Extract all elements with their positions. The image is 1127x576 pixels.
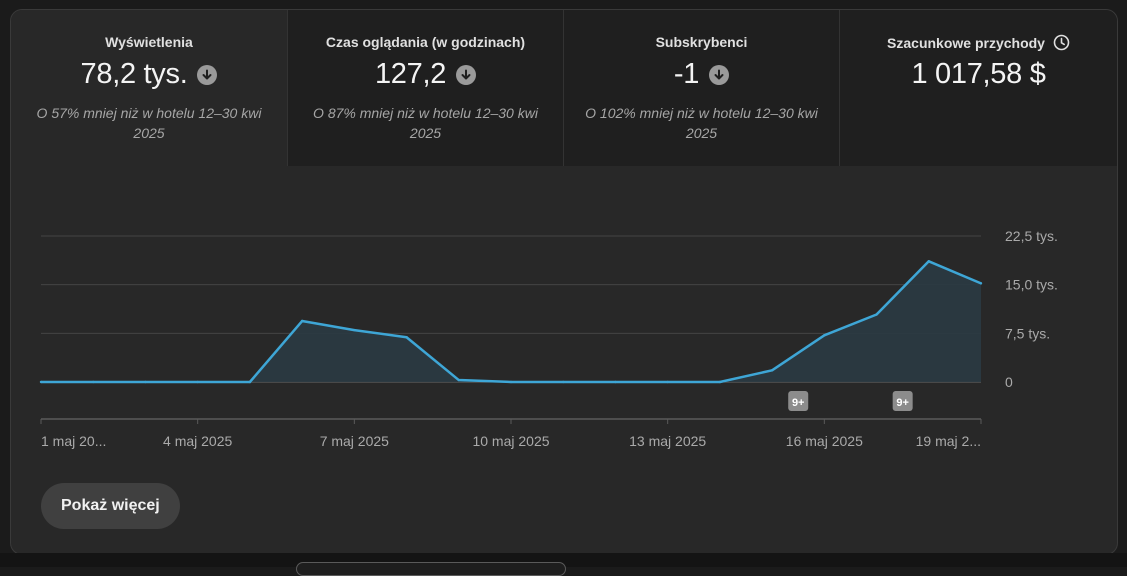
data-point [509,380,513,384]
x-tick-label: 1 maj 20... [41,433,106,449]
metric-title: Wyświetlenia [11,34,287,50]
metric-title: Subskrybenci [564,34,839,50]
x-tick-label: 10 maj 2025 [472,433,549,449]
x-tick-label: 16 maj 2025 [786,433,863,449]
data-point [979,282,983,285]
show-more-button[interactable]: Pokaż więcej [41,483,180,529]
x-tick-label: 13 maj 2025 [629,433,706,449]
clock-icon[interactable] [1053,34,1070,51]
metric-value: 1 017,58 $ [911,58,1046,90]
annotation-badge [892,391,913,411]
views-chart: 0 7,5 tys. 15,0 tys. 22,5 tys. 1 maj 20... 4 … [11,166,1117,466]
data-point [562,380,565,384]
annotation-badge [788,391,809,411]
metric-revenue[interactable]: Szacunkowe przychody 1 017,58 $ [839,10,1117,166]
metric-title-text: Subskrybenci [655,34,748,50]
y-tick-label: 7,5 tys. [1005,325,1050,341]
metric-value-row: 1 017,58 $ [840,58,1117,91]
data-point [39,380,43,384]
data-point [927,260,930,263]
data-point [92,380,95,384]
metric-value: 78,2 tys. [80,58,188,90]
series-area [41,261,981,382]
arrow-down-icon [456,64,477,85]
metric-value-row: 127,2 [288,58,563,91]
data-point [614,380,617,384]
data-point [457,378,460,382]
y-tick-label: 0 [1005,374,1013,390]
data-point [666,380,669,384]
data-point [353,328,356,332]
x-tick-label: 19 maj 2... [916,433,981,449]
metric-title-text: Czas oglądania (w godzinach) [325,34,526,50]
chart-svg: 0 7,5 tys. 15,0 tys. 22,5 tys. 1 maj 20... 4 … [39,228,1058,449]
metric-comparison: O 87% mniej niż w hotelu 12–30 kwi 2025 [313,105,538,141]
y-tick-label: 15,0 tys. [1005,277,1058,293]
metric-value-row: -1 [564,58,839,91]
x-tick-label: 4 maj 2025 [163,433,232,449]
data-point [770,369,774,372]
data-point [823,334,826,337]
metric-views[interactable]: Wyświetlenia 78,2 tys. O 57% mniej niż w… [11,10,287,166]
data-point [875,313,878,316]
bottom-scroll-pill[interactable] [296,562,566,576]
metrics-row: Wyświetlenia 78,2 tys. O 57% mniej niż w… [11,10,1117,166]
data-point [196,380,199,384]
x-tick-label: 7 maj 2025 [320,433,389,449]
metric-value: -1 [673,58,700,90]
metric-comparison: O 102% mniej niż w hotelu 12–30 kwi 2025 [585,105,818,141]
metric-title: Czas oglądania (w godzinach) [288,34,563,50]
metric-subscribers[interactable]: Subskrybenci -1 O 102% mniej niż w hotel… [563,10,839,166]
arrow-down-icon [197,64,218,85]
annotation-label: 9+ [896,397,909,409]
data-point [144,380,147,384]
metric-comparison: O 57% mniej niż w hotelu 12–30 kwi 2025 [36,105,262,141]
y-tick-label: 22,5 tys. [1005,228,1058,244]
arrow-down-icon [709,64,730,85]
metric-watch-time[interactable]: Czas oglądania (w godzinach) 127,2 O 87%… [287,10,563,166]
analytics-card: Wyświetlenia 78,2 tys. O 57% mniej niż w… [10,9,1118,555]
data-point [248,380,252,384]
data-point [718,380,722,384]
metric-value-row: 78,2 tys. [11,58,287,91]
annotation-label: 9+ [792,397,805,409]
metric-title: Szacunkowe przychody [840,34,1117,51]
bottom-strip [0,553,1127,567]
metric-title-text: Wyświetlenia [105,34,193,50]
metric-title-text: Szacunkowe przychody [887,34,1045,51]
data-point [405,336,408,339]
metric-value: 127,2 [374,58,447,90]
data-point [300,319,304,323]
